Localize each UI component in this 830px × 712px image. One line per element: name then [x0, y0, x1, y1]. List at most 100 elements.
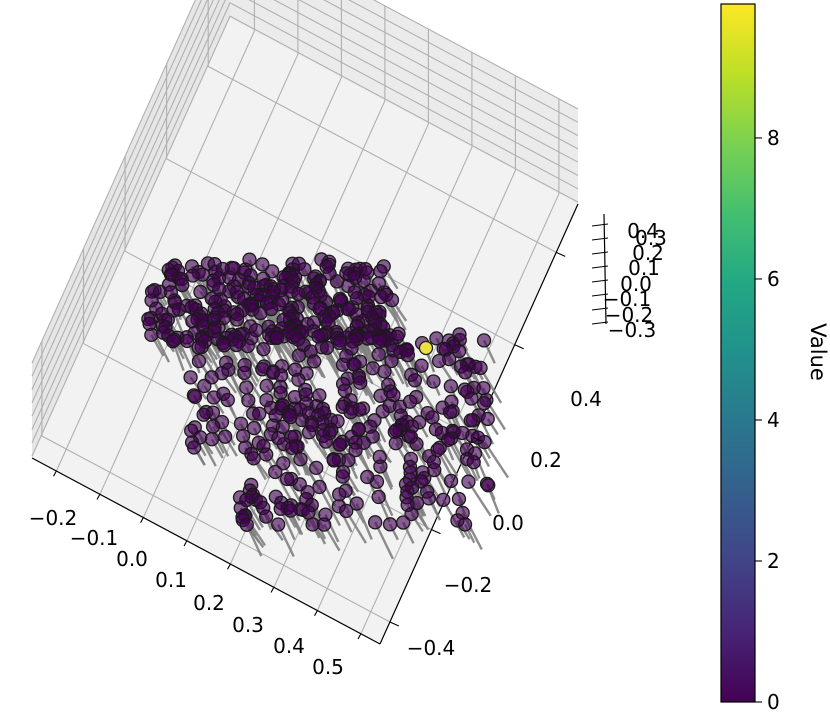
z-tick-label: −0.3	[608, 318, 657, 342]
data-point	[466, 455, 481, 470]
colorbar-label: Value	[806, 323, 830, 381]
data-point	[464, 391, 479, 406]
data-point	[332, 335, 347, 351]
data-point	[332, 487, 347, 502]
data-point	[301, 425, 317, 440]
data-point	[463, 413, 478, 428]
data-point	[425, 410, 440, 425]
data-point	[186, 440, 202, 455]
data-point	[239, 517, 254, 532]
side-pane	[32, 0, 230, 458]
data-point	[175, 277, 190, 293]
data-point	[259, 509, 274, 524]
data-point	[241, 393, 256, 408]
x-tick	[183, 540, 188, 547]
z-tick	[591, 321, 609, 325]
back-pane	[230, 0, 578, 204]
colorbar-tick-label: 2	[767, 549, 780, 573]
z-tick-label: −0.2	[605, 303, 654, 327]
data-point	[375, 404, 390, 419]
stem	[318, 486, 341, 527]
data-point	[473, 360, 488, 376]
data-point	[436, 492, 451, 508]
grid-line	[31, 15, 579, 457]
data-point	[476, 381, 491, 396]
data-point	[404, 506, 419, 522]
data-point	[144, 327, 159, 343]
data-points	[141, 252, 496, 532]
data-point	[431, 353, 447, 369]
data-point	[273, 385, 288, 400]
z-axis-ticks: −0.3−0.2−0.10.00.10.20.30.4	[591, 219, 667, 342]
data-point	[409, 436, 424, 452]
y-tick-label: 0.4	[570, 387, 602, 411]
data-point	[443, 473, 459, 489]
data-point	[187, 389, 203, 405]
y-tick-label: −0.4	[407, 636, 456, 660]
data-point	[229, 312, 245, 327]
data-point	[291, 348, 307, 363]
y-tick	[472, 436, 483, 442]
data-point	[368, 515, 383, 530]
data-point	[349, 496, 364, 511]
x-tick-label: 0.2	[193, 591, 225, 615]
data-point	[371, 347, 386, 362]
data-point	[183, 370, 198, 385]
data-point	[193, 284, 208, 300]
data-point	[451, 343, 467, 359]
grid-line	[31, 0, 579, 430]
x-tick-label: −0.1	[70, 526, 119, 550]
y-axis-ticks: −0.4 −0.2 0.0 0.2 0.4	[389, 251, 602, 660]
data-point	[335, 357, 351, 372]
z-tick-label: 0.1	[628, 256, 660, 280]
z-tick	[591, 265, 609, 269]
data-point	[341, 453, 356, 468]
data-point	[197, 378, 212, 394]
data-point	[271, 517, 286, 532]
data-point	[356, 273, 371, 289]
data-point	[373, 388, 388, 403]
data-point	[165, 334, 181, 349]
data-point	[316, 517, 332, 532]
colorbar-ticks: 0 2 4 6 8	[755, 126, 780, 712]
z-tick	[591, 293, 609, 297]
z-tick	[591, 237, 609, 241]
data-point	[233, 416, 249, 431]
data-point	[384, 292, 400, 308]
data-point	[369, 474, 385, 489]
data-point	[365, 361, 380, 376]
data-point	[218, 429, 233, 444]
z-tick	[591, 307, 609, 311]
data-point	[204, 432, 220, 447]
data-point	[255, 257, 270, 272]
x-tick-label: 0.1	[155, 568, 187, 592]
data-point	[332, 437, 347, 452]
x-tick	[357, 633, 362, 640]
data-point	[252, 406, 267, 421]
data-point	[306, 354, 322, 369]
z-tick-label: −0.1	[603, 287, 652, 311]
data-point	[283, 503, 298, 518]
x-tick	[96, 494, 101, 500]
data-point	[476, 333, 492, 348]
z-tick-label: 0.4	[627, 219, 659, 243]
data-point	[246, 451, 261, 466]
y-axis-line	[379, 203, 579, 645]
colorbar-tick-label: 6	[767, 267, 780, 291]
data-point	[371, 489, 386, 505]
data-point	[481, 478, 496, 493]
z-tick-label: 0.2	[632, 241, 664, 265]
grid-line	[31, 0, 579, 417]
data-point	[191, 353, 207, 369]
data-point	[382, 517, 398, 532]
data-point	[220, 392, 235, 408]
data-point	[407, 373, 423, 388]
data-point	[269, 330, 285, 346]
data-point	[276, 456, 291, 471]
y-tick-label: −0.2	[444, 573, 493, 597]
data-point	[377, 364, 392, 379]
data-point	[426, 374, 441, 389]
z-axis-line	[603, 213, 607, 325]
data-point	[180, 333, 195, 349]
x-tick-label: 0.3	[232, 613, 264, 637]
